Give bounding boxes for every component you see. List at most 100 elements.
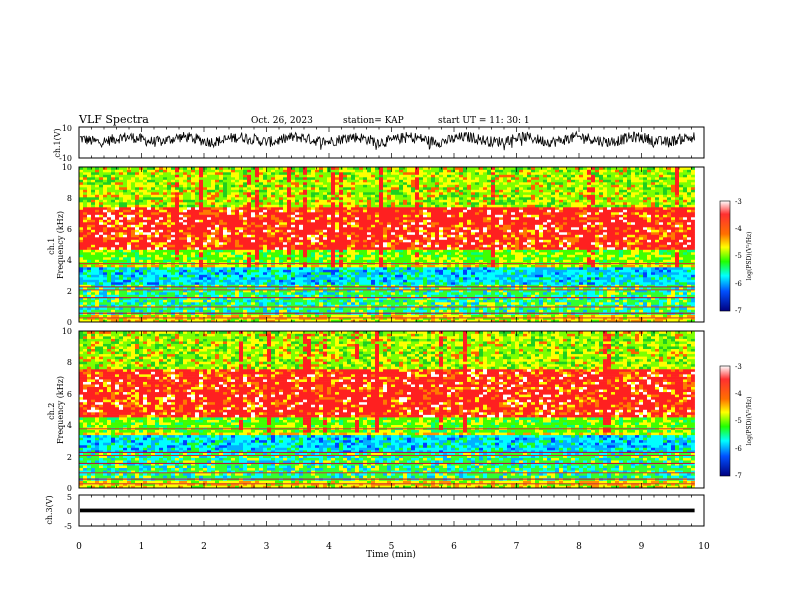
- spectrogram-cell: [155, 250, 159, 253]
- spectrogram-cell: [143, 210, 147, 213]
- spectrogram-cell: [115, 295, 119, 298]
- spectrogram-cell: [175, 295, 179, 298]
- spectrogram-cell: [119, 265, 123, 268]
- spectrogram-cell: [119, 235, 123, 238]
- spectrogram-cell: [127, 265, 131, 268]
- spectrogram-cell: [159, 237, 163, 240]
- spectrogram-cell: [159, 260, 163, 263]
- spectrogram-cell: [191, 257, 195, 260]
- spectrogram-cell: [143, 315, 147, 318]
- spectrogram-cell: [191, 202, 195, 205]
- spectrogram-cell: [143, 200, 147, 203]
- spectrogram-cell: [167, 282, 171, 285]
- spectrogram-cell: [135, 277, 139, 280]
- spectrogram-cell: [131, 187, 135, 190]
- spectrogram-cell: [167, 185, 171, 188]
- spectrogram-cell: [87, 242, 91, 245]
- spectrogram-cell: [147, 265, 151, 268]
- spectrogram-cell: [163, 295, 167, 298]
- spectrogram-cell: [147, 280, 151, 283]
- spectrogram-cell: [87, 212, 91, 215]
- spectrogram-cell: [175, 217, 179, 220]
- spectrogram-cell: [119, 177, 123, 180]
- spectrogram-cell: [107, 215, 111, 218]
- spectrogram-cell: [119, 282, 123, 285]
- spectrogram-cell: [127, 222, 131, 225]
- spectrogram-cell: [159, 287, 163, 290]
- spectrogram-cell: [151, 282, 155, 285]
- spectrogram-cell: [163, 192, 167, 195]
- spectrogram-cell: [147, 180, 151, 183]
- spectrogram-cell: [175, 222, 179, 225]
- spectrogram-cell: [83, 277, 87, 280]
- spectrogram-cell: [151, 177, 155, 180]
- spectrogram-cell: [127, 310, 131, 313]
- spectrogram-cell: [187, 170, 191, 173]
- spectrogram-cell: [87, 217, 91, 220]
- spectrogram-cell: [183, 177, 187, 180]
- spectrogram-cell: [187, 205, 191, 208]
- spectrogram-cell: [95, 267, 99, 270]
- spectrogram-cell: [143, 207, 147, 210]
- spectrogram-cell: [167, 235, 171, 238]
- spectrogram-cell: [119, 240, 123, 243]
- spectrogram-cell: [79, 272, 83, 275]
- spectrogram-cell: [163, 265, 167, 268]
- spectrogram-cell: [99, 260, 103, 263]
- spectrogram-cell: [91, 175, 95, 178]
- spectrogram-cell: [143, 245, 147, 248]
- spectrogram-cell: [123, 220, 127, 223]
- spectrogram-cell: [159, 247, 163, 250]
- spectrogram-cell: [79, 287, 83, 290]
- spectrogram-cell: [147, 272, 151, 275]
- spectrogram-cell: [151, 257, 155, 260]
- date-label: Oct. 26, 2023: [251, 116, 313, 126]
- spectrogram-cell: [135, 227, 139, 230]
- spectrogram-cell: [111, 260, 115, 263]
- spectrogram-cell: [111, 277, 115, 280]
- spectrogram-cell: [107, 267, 111, 270]
- spectrogram-cell: [167, 192, 171, 195]
- spectrogram-cell: [143, 302, 147, 305]
- spectrogram-cell: [183, 182, 187, 185]
- spectrogram-cell: [175, 207, 179, 210]
- spectrogram-cell: [83, 195, 87, 198]
- spectrogram-cell: [95, 190, 99, 193]
- spectrogram-cell: [139, 187, 143, 190]
- spectrogram-cell: [111, 220, 115, 223]
- spectrogram-cell: [147, 187, 151, 190]
- spectrogram-cell: [171, 257, 175, 260]
- spectrogram-cell: [79, 170, 83, 173]
- spectrogram-cell: [191, 205, 195, 208]
- spectrogram-cell: [135, 185, 139, 188]
- spectrogram-cell: [195, 237, 199, 240]
- spectrogram-cell: [139, 207, 143, 210]
- spectrogram-cell: [151, 185, 155, 188]
- spectrogram-cell: [127, 247, 131, 250]
- spectrogram-cell: [115, 197, 119, 200]
- spectrogram-cell: [195, 235, 199, 238]
- spectrogram-cell: [159, 240, 163, 243]
- spectrogram-cell: [123, 277, 127, 280]
- spectrogram-cell: [187, 207, 191, 210]
- spectrogram-cell: [191, 210, 195, 213]
- spectrogram-cell: [83, 190, 87, 193]
- spectrogram-cell: [103, 265, 107, 268]
- spectrogram-cell: [119, 267, 123, 270]
- spectrogram-cell: [103, 192, 107, 195]
- spectrogram-cell: [171, 237, 175, 240]
- spectrogram-cell: [139, 192, 143, 195]
- spectrogram-cell: [115, 207, 119, 210]
- spectrogram-cell: [183, 292, 187, 295]
- spectrogram-cell: [83, 292, 87, 295]
- spectrogram-cell: [155, 260, 159, 263]
- spectrogram-cell: [119, 212, 123, 215]
- spectrogram-cell: [187, 280, 191, 283]
- spectrogram-cell: [179, 300, 183, 303]
- spectrogram-cell: [151, 245, 155, 248]
- spectrogram-cell: [95, 235, 99, 238]
- spectrogram-cell: [147, 222, 151, 225]
- spectrogram-cell: [103, 272, 107, 275]
- spectrogram-cell: [175, 270, 179, 273]
- spectrogram-cell: [155, 202, 159, 205]
